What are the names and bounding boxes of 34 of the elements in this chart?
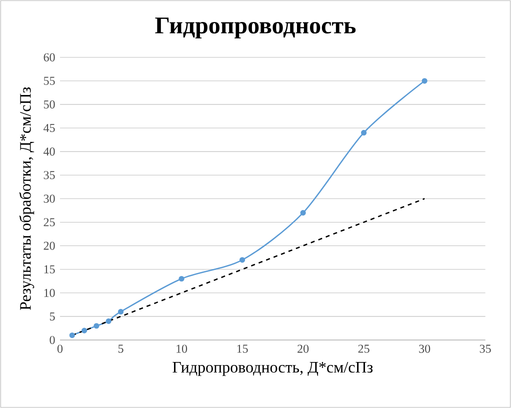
x-tick-label: 20 [298,344,309,353]
y-tick-label: 50 [44,100,55,108]
y-tick-label: 5 [50,312,55,320]
y-tick-label: 15 [44,265,55,274]
point [118,308,124,315]
y-tick-label: 25 [44,218,55,226]
point [178,276,184,282]
x-tick-label: 35 [480,344,491,353]
point [82,328,88,334]
y-tick-label: 60 [44,53,55,62]
point [300,210,306,216]
y-tick-label: 0 [50,336,55,344]
x-tick-label: 30 [419,344,430,353]
y-tick-label: 20 [44,242,55,250]
y-tick-label: 10 [44,288,55,297]
x-axis-title: Гидропроводность, Д*см/сПз [172,362,373,376]
point [239,257,246,263]
y-tick-label: 30 [44,194,55,203]
x-tick-label: 25 [358,344,370,353]
point [106,318,112,324]
point [422,78,428,84]
chart-title: Гидропроводность [155,18,356,38]
x-tick-label: 5 [118,344,124,353]
y-tick-label: 45 [44,124,55,132]
point [361,130,367,136]
point [69,332,75,338]
x-tick-label: 0 [57,344,63,353]
y-axis-title: Результаты обработки, Д*см/сПз [19,87,34,310]
x-tick-label: 15 [237,344,248,353]
point [94,323,100,329]
y-tick-label: 35 [44,171,55,180]
y-tick-label: 55 [44,76,55,85]
x-tick-label: 10 [176,344,188,353]
y-tick-label: 40 [44,148,55,156]
